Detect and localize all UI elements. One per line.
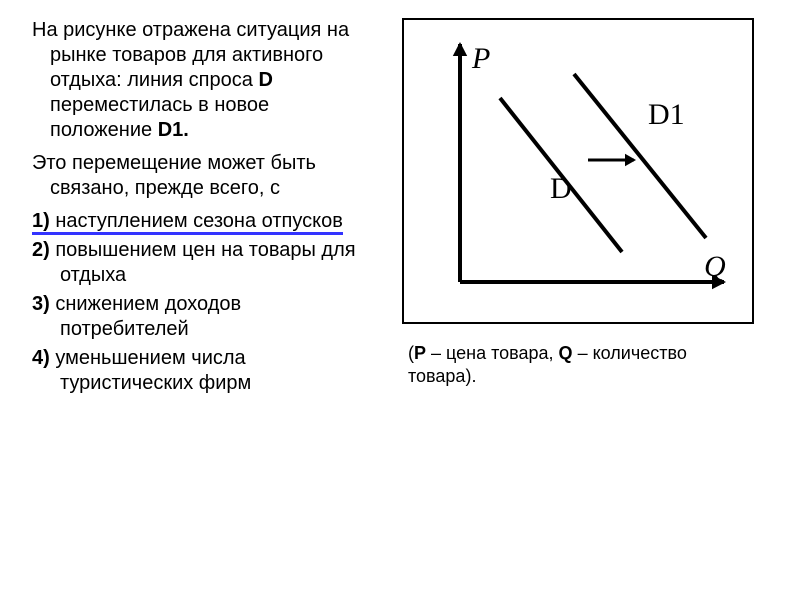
option-4: 4) уменьшением числа туристических фирм xyxy=(32,346,372,396)
option-label: повышением цен на товары для отдыха xyxy=(55,239,355,286)
option-number: 4) xyxy=(32,347,55,369)
option-number: 3) xyxy=(32,293,55,315)
svg-text:P: P xyxy=(471,42,490,75)
chart-caption: (P – цена товара, Q – количество товара)… xyxy=(402,342,754,389)
option-label: наступлением сезона отпусков xyxy=(55,210,342,235)
option-1: 1) наступлением сезона отпусков xyxy=(32,209,372,234)
option-label: снижением доходов потребителей xyxy=(55,293,241,340)
svg-text:D1: D1 xyxy=(648,98,685,131)
option-label: уменьшением числа туристических фирм xyxy=(55,347,251,394)
intro-text: На рисунке отражена ситуация на рынке то… xyxy=(32,18,372,143)
option-number: 2) xyxy=(32,239,55,261)
option-number: 1) xyxy=(32,210,55,235)
option-3: 3) снижением доходов потребителей xyxy=(32,292,372,342)
option-2: 2) повышением цен на товары для отдыха xyxy=(32,238,372,288)
demand-shift-chart: P Q D D1 xyxy=(402,18,754,324)
svg-text:D: D xyxy=(550,172,572,205)
lead-text: Это перемещение может быть связано, преж… xyxy=(32,151,372,201)
svg-text:Q: Q xyxy=(704,250,726,283)
